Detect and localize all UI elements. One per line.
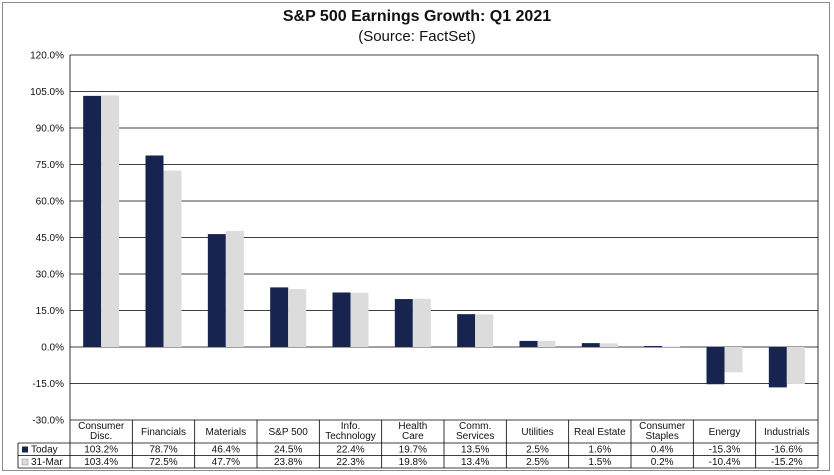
bar-today-3 — [270, 287, 289, 347]
category-label: Real Estate — [574, 427, 626, 438]
category-label: Disc. — [90, 431, 112, 442]
category-label: Services — [456, 431, 494, 442]
bar-mar31-7 — [537, 340, 556, 347]
data-label: 0.2% — [651, 457, 674, 468]
category-label: Industrials — [764, 427, 810, 438]
bar-today-6 — [457, 314, 476, 347]
y-tick-label: 45.0% — [36, 233, 64, 244]
data-label: 19.7% — [399, 445, 427, 456]
y-tick-label: 60.0% — [36, 197, 64, 208]
bar-today-2 — [207, 234, 226, 347]
y-tick-label: 0.0% — [41, 343, 64, 354]
gridlines — [69, 54, 819, 421]
data-label: 24.5% — [274, 445, 302, 456]
data-label: 103.2% — [84, 445, 118, 456]
data-label: 23.8% — [274, 457, 302, 468]
category-label: Info. — [341, 421, 360, 432]
legend-label: Today — [31, 445, 58, 456]
legend-swatch — [21, 458, 29, 466]
y-tick-label: 120.0% — [30, 51, 64, 62]
chart-subtitle: (Source: FactSet) — [358, 28, 476, 45]
bar-mar31-11 — [786, 347, 805, 384]
bar-mar31-1 — [163, 170, 182, 347]
bars — [83, 95, 805, 388]
bar-today-5 — [394, 299, 413, 347]
data-label: -10.4% — [709, 457, 741, 468]
bar-today-0 — [83, 95, 102, 347]
legend-label: 31-Mar — [31, 457, 63, 468]
data-label: 78.7% — [149, 445, 177, 456]
chart-title: S&P 500 Earnings Growth: Q1 2021 — [282, 8, 552, 25]
y-axis-ticks: 120.0% 105.0% 90.0% 75.0% 60.0% 45.0% 30.0% 15.… — [30, 51, 64, 427]
data-label: 19.8% — [399, 457, 427, 468]
data-label: 0.4% — [651, 445, 674, 456]
y-tick-label: -15.0% — [32, 379, 64, 390]
category-label: Staples — [645, 431, 678, 442]
data-label: 1.6% — [588, 445, 611, 456]
category-label: Technology — [325, 431, 376, 442]
bar-today-4 — [332, 292, 351, 347]
bar-today-7 — [519, 340, 538, 347]
bar-today-9 — [644, 346, 663, 347]
bar-mar31-3 — [288, 289, 307, 347]
data-label: 46.4% — [212, 445, 240, 456]
y-tick-label: 90.0% — [36, 124, 64, 135]
bar-mar31-5 — [412, 298, 431, 347]
data-label: 103.4% — [84, 457, 118, 468]
category-label: Consumer — [639, 421, 686, 432]
data-label: 13.4% — [461, 457, 489, 468]
category-label: Comm. — [459, 421, 491, 432]
data-label: 1.5% — [588, 457, 611, 468]
category-label: Health — [398, 421, 427, 432]
bar-today-8 — [581, 343, 600, 347]
category-label: Care — [402, 431, 424, 442]
data-label: 22.3% — [336, 457, 364, 468]
data-label: 2.5% — [526, 457, 549, 468]
bar-mar31-2 — [225, 230, 244, 347]
category-label: S&P 500 — [269, 427, 309, 438]
data-label: -15.2% — [771, 457, 803, 468]
category-label: Materials — [206, 427, 247, 438]
data-label: -16.6% — [771, 445, 803, 456]
data-label: 13.5% — [461, 445, 489, 456]
data-label: 47.7% — [212, 457, 240, 468]
data-label: 2.5% — [526, 445, 549, 456]
bar-mar31-4 — [350, 292, 369, 347]
data-label: 22.4% — [336, 445, 364, 456]
bar-mar31-8 — [599, 343, 618, 347]
category-label: Utilities — [521, 427, 553, 438]
category-label: Consumer — [78, 421, 125, 432]
y-tick-label: 15.0% — [36, 306, 64, 317]
y-tick-label: 75.0% — [36, 160, 64, 171]
category-label: Energy — [709, 427, 741, 438]
data-label: -15.3% — [709, 445, 741, 456]
y-tick-label: 30.0% — [36, 270, 64, 281]
bar-mar31-6 — [475, 314, 494, 347]
bar-mar31-0 — [101, 95, 120, 347]
legend-swatch — [22, 446, 28, 453]
bar-today-1 — [145, 155, 164, 347]
bar-today-11 — [768, 347, 787, 388]
y-tick-label: -30.0% — [32, 416, 64, 427]
bar-mar31-9 — [662, 346, 681, 348]
data-label: 72.5% — [149, 457, 177, 468]
bar-today-10 — [706, 347, 725, 385]
category-label: Financials — [141, 427, 186, 438]
y-tick-label: 105.0% — [30, 87, 64, 98]
bar-mar31-10 — [724, 347, 743, 373]
